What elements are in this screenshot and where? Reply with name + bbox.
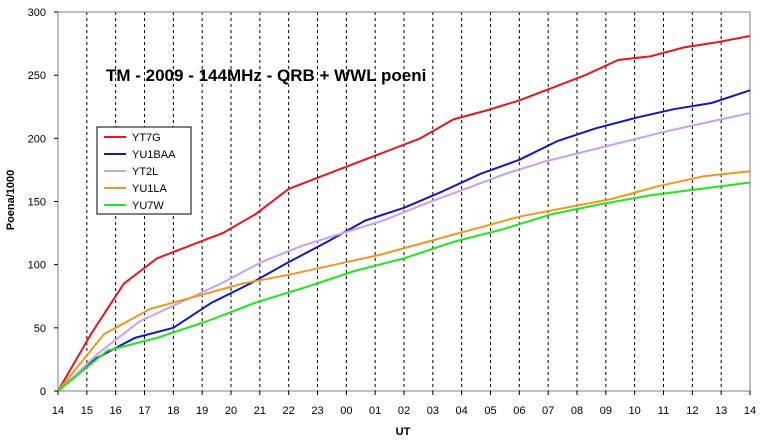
x-axis-title: UT (396, 426, 411, 438)
x-tick-label: 16 (110, 405, 122, 417)
series-line-yt7g (57, 35, 751, 392)
series-group (57, 35, 751, 392)
series-line-yu1la (57, 170, 751, 392)
x-tick-label: 17 (138, 405, 150, 417)
x-tick-label: 20 (225, 405, 237, 417)
legend-label: YU1BAA (132, 149, 176, 161)
legend-label: YT7G (132, 132, 161, 144)
legend-label: YT2L (132, 166, 158, 178)
x-tick-label: 08 (571, 405, 583, 417)
x-tick-label: 03 (427, 405, 439, 417)
legend: YT7G YU1BAA YT2L YU1LA YU7W (96, 126, 192, 215)
x-tick-label: 14 (744, 405, 756, 417)
y-tick-label: 250 (28, 70, 46, 82)
x-tick-label: 18 (167, 405, 179, 417)
x-tick-label: 01 (369, 405, 381, 417)
series-line-yu1baa (57, 89, 751, 392)
legend-label: YU7W (132, 200, 164, 212)
x-tick-label: 14 (52, 405, 64, 417)
series-line-yt2l (57, 112, 751, 392)
x-tick-label: 12 (686, 405, 698, 417)
y-tick-label: 200 (28, 133, 46, 145)
y-tick-label: 100 (28, 260, 46, 272)
chart-title: TM - 2009 - 144MHz - QRB + WWL poeni (106, 66, 426, 85)
x-tick-label: 05 (484, 405, 496, 417)
x-tick-label: 15 (81, 405, 93, 417)
x-tick-label: 13 (715, 405, 727, 417)
x-tick-label: 19 (196, 405, 208, 417)
y-tick-label: 150 (28, 197, 46, 209)
y-tick-label: 0 (40, 386, 46, 398)
x-tick-label: 04 (456, 405, 468, 417)
y-tick-label: 300 (28, 7, 46, 19)
y-tick-label: 50 (34, 323, 46, 335)
y-axis-title: Poena/1000 (5, 170, 17, 231)
series-line-yu7w (57, 181, 751, 392)
x-tick-label: 22 (283, 405, 295, 417)
legend-label: YU1LA (132, 183, 168, 195)
x-tick-label: 00 (340, 405, 352, 417)
x-tick-label: 21 (254, 405, 266, 417)
x-tick-label: 06 (513, 405, 525, 417)
x-tick-label: 23 (311, 405, 323, 417)
x-tick-label: 02 (398, 405, 410, 417)
x-tick-label: 10 (629, 405, 641, 417)
x-tick-label: 09 (600, 405, 612, 417)
x-tick-label: 07 (542, 405, 554, 417)
x-tick-label: 11 (658, 405, 669, 417)
